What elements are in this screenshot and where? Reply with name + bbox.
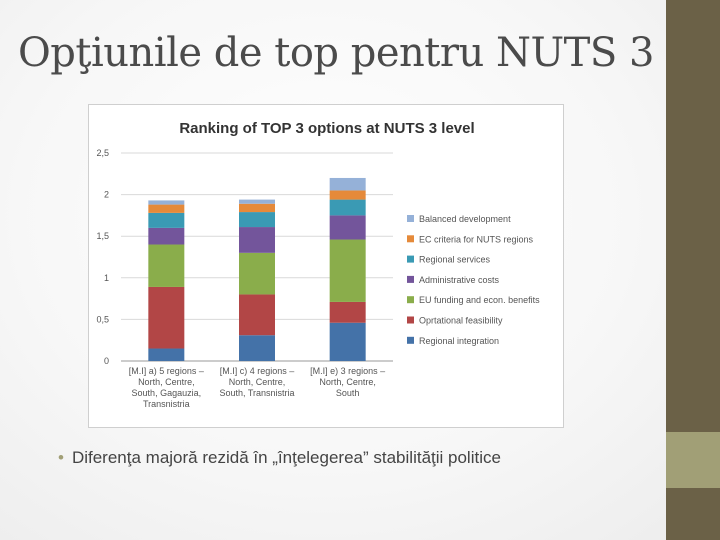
stacked-bar-chart: Ranking of TOP 3 options at NUTS 3 level… xyxy=(96,120,540,409)
slide-title: Opţiunile de top pentru NUTS 3 xyxy=(18,30,654,76)
bar-segment xyxy=(148,204,185,213)
bar-segment xyxy=(148,348,185,361)
y-tick-label: 0 xyxy=(104,356,109,366)
legend-swatch xyxy=(407,235,414,243)
x-tick-label: South, Gagauzia, xyxy=(132,388,202,398)
chart-title: Ranking of TOP 3 options at NUTS 3 level xyxy=(179,120,474,137)
legend-label: Regional integration xyxy=(419,336,499,346)
legend-label: Balanced development xyxy=(419,214,511,224)
sidebar-accent-bottom xyxy=(666,488,720,540)
bar-segment xyxy=(148,286,185,349)
y-tick-label: 2 xyxy=(104,190,109,200)
sidebar-accent-light xyxy=(666,432,720,488)
bar-segment xyxy=(329,177,366,191)
bar-segment xyxy=(239,335,275,361)
bar-segment xyxy=(148,227,185,245)
x-tick-label: [M.I] a) 5 regions – xyxy=(129,366,204,376)
x-tick-label: [M.I] c) 4 regions – xyxy=(220,366,295,376)
legend-label: EU funding and econ. benefits xyxy=(419,295,540,305)
bar-segment xyxy=(329,322,366,361)
bar-segment xyxy=(148,244,185,287)
bar-segment xyxy=(239,294,275,336)
x-tick-label: North, Centre, xyxy=(229,377,286,387)
y-tick-label: 0,5 xyxy=(96,314,109,324)
bar-segment xyxy=(239,203,275,213)
legend-swatch xyxy=(407,255,414,263)
x-tick-label: South, Transnistria xyxy=(219,388,294,398)
bullet-item: • Diferenţa majoră rezidă în „înţelegerea… xyxy=(58,448,501,468)
legend-label: Regional services xyxy=(419,255,491,265)
y-tick-label: 1 xyxy=(104,273,109,283)
bar-segment xyxy=(329,215,366,240)
legend-swatch xyxy=(407,336,414,344)
bar-segment xyxy=(148,200,185,205)
bar-segment xyxy=(329,199,366,216)
bar-segment xyxy=(329,301,366,323)
x-tick-label: North, Centre, xyxy=(138,377,195,387)
sidebar-accent-dark xyxy=(666,0,720,432)
bar-segment xyxy=(239,199,275,204)
bar-segment xyxy=(239,212,275,228)
y-tick-label: 1,5 xyxy=(96,231,109,241)
legend-label: Administrative costs xyxy=(419,275,500,285)
bar-segment xyxy=(239,252,275,295)
bar-segment xyxy=(239,227,275,253)
bar-segment xyxy=(329,239,366,302)
bullet-dot-icon: • xyxy=(58,448,64,467)
legend-swatch xyxy=(407,296,414,304)
y-tick-label: 2,5 xyxy=(96,148,109,158)
x-tick-label: South xyxy=(336,388,360,398)
legend-swatch xyxy=(407,215,414,222)
chart-frame: Ranking of TOP 3 options at NUTS 3 level… xyxy=(88,104,564,428)
legend-swatch xyxy=(407,275,414,283)
bar-segment xyxy=(148,212,185,228)
legend-label: EC criteria for NUTS regions xyxy=(419,234,534,244)
bullet-text: Diferenţa majoră rezidă în „înţelegerea”… xyxy=(71,448,501,467)
legend-label: Oprtational feasibility xyxy=(419,316,503,326)
x-tick-label: [M.I] e) 3 regions – xyxy=(310,366,385,376)
x-tick-label: Transnistria xyxy=(143,399,190,409)
legend-swatch xyxy=(407,316,414,324)
x-tick-label: North, Centre, xyxy=(319,377,376,387)
bar-segment xyxy=(329,190,366,200)
